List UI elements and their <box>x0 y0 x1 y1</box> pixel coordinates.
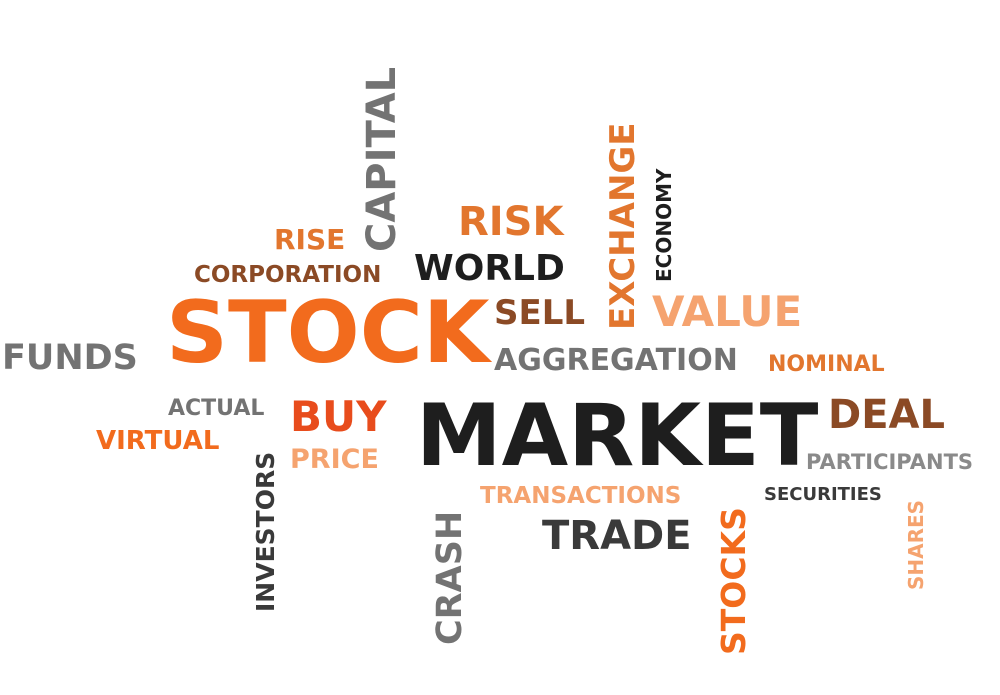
word-world: WORLD <box>414 248 565 289</box>
word-deal: DEAL <box>828 392 945 438</box>
word-market: MARKET <box>416 386 819 486</box>
word-stocks: STOCKS <box>714 507 753 655</box>
word-participants: PARTICIPANTS <box>806 450 974 474</box>
word-corporation: CORPORATION <box>194 262 382 288</box>
word-sell: SELL <box>494 293 586 333</box>
word-securities: SECURITIES <box>764 484 882 505</box>
word-price: PRICE <box>290 444 379 475</box>
word-transactions: TRANSACTIONS <box>480 483 682 509</box>
word-trade: TRADE <box>542 513 692 559</box>
word-stock: STOCK <box>166 283 490 383</box>
word-nominal: NOMINAL <box>768 352 885 377</box>
word-investors: INVESTORS <box>251 451 280 612</box>
word-exchange: EXCHANGE <box>603 122 643 330</box>
word-capital: CAPITAL <box>359 66 405 252</box>
word-value: VALUE <box>652 287 803 336</box>
word-funds: FUNDS <box>2 338 138 378</box>
word-virtual: VIRTUAL <box>96 426 220 456</box>
word-aggregation: AGGREGATION <box>494 343 738 378</box>
word-buy: BUY <box>290 392 387 441</box>
word-shares: SHARES <box>904 499 928 590</box>
word-actual: ACTUAL <box>168 396 265 421</box>
word-crash: CRASH <box>430 510 470 645</box>
word-economy: ECONOMY <box>652 168 676 282</box>
word-risk: RISK <box>458 199 564 245</box>
word-rise: RISE <box>274 223 346 256</box>
